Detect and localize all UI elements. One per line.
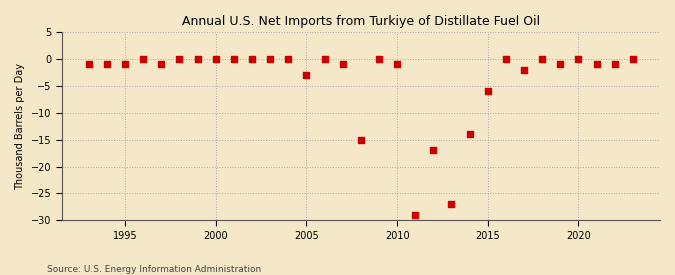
Point [627,57,638,61]
Point [555,62,566,67]
Point [483,89,493,93]
Point [156,62,167,67]
Point [174,57,185,61]
Point [410,213,421,217]
Point [500,57,511,61]
Point [518,67,529,72]
Point [537,57,547,61]
Point [119,62,130,67]
Point [356,138,367,142]
Point [392,62,402,67]
Text: Source: U.S. Energy Information Administration: Source: U.S. Energy Information Administ… [47,265,261,274]
Point [319,57,330,61]
Point [338,62,348,67]
Point [211,57,221,61]
Point [192,57,203,61]
Point [246,57,257,61]
Point [301,73,312,77]
Point [101,62,112,67]
Point [265,57,275,61]
Point [228,57,239,61]
Point [84,62,95,67]
Title: Annual U.S. Net Imports from Turkiye of Distillate Fuel Oil: Annual U.S. Net Imports from Turkiye of … [182,15,540,28]
Point [591,62,602,67]
Point [283,57,294,61]
Point [610,62,620,67]
Point [446,202,457,206]
Point [138,57,148,61]
Y-axis label: Thousand Barrels per Day: Thousand Barrels per Day [15,63,25,190]
Point [573,57,584,61]
Point [373,57,384,61]
Point [428,148,439,153]
Point [464,132,475,136]
